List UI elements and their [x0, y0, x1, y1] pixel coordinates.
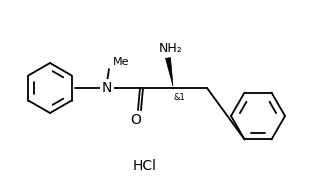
Text: &1: &1 — [174, 93, 186, 102]
Text: Me: Me — [113, 57, 130, 67]
Text: NH₂: NH₂ — [159, 42, 183, 55]
Text: N: N — [102, 81, 112, 95]
Text: HCl: HCl — [133, 159, 157, 173]
Text: O: O — [131, 113, 141, 127]
Polygon shape — [165, 58, 173, 86]
